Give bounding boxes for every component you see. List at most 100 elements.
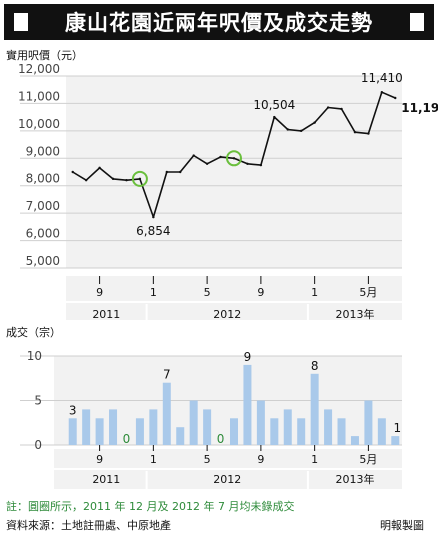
x-tick-label: 9 — [257, 453, 264, 466]
volume-bar — [149, 409, 158, 445]
price-point — [111, 177, 115, 181]
y-tick-label: 10 — [27, 349, 42, 363]
x-tick-label: 1 — [311, 286, 318, 299]
price-point — [259, 163, 263, 167]
volume-bar — [310, 373, 319, 445]
bar-value-label: 0 — [123, 432, 131, 446]
price-point — [152, 215, 155, 219]
volume-bar — [350, 436, 359, 445]
bar-value-label: 9 — [244, 350, 252, 364]
price-point — [179, 170, 182, 174]
volume-bar — [337, 418, 346, 445]
x-tick-label: 9 — [257, 286, 264, 299]
y-tick-label: 5,000 — [26, 254, 60, 268]
price-point — [313, 121, 316, 124]
x-tick-label: 1 — [150, 453, 157, 466]
x-tick-label: 5 — [204, 286, 211, 299]
price-point — [125, 179, 128, 182]
price-point — [367, 132, 370, 135]
y-tick-label: 11,000 — [18, 89, 60, 103]
volume-bar — [297, 418, 306, 445]
price-point — [300, 129, 303, 133]
x-tick-label: 9 — [96, 286, 103, 299]
y-tick-label: 12,000 — [18, 62, 60, 76]
price-point — [98, 166, 101, 170]
price-point — [205, 162, 209, 165]
price-point — [353, 131, 357, 134]
y-tick-label: 9,000 — [26, 144, 60, 158]
price-point — [394, 96, 397, 100]
bar-value-label: 7 — [163, 368, 171, 382]
chart-note: 註：圓圈所示，2011 年 12 月及 2012 年 7 月均未錄成交 — [6, 500, 295, 513]
x-tick-label: 9 — [96, 453, 103, 466]
volume-bar — [162, 382, 171, 445]
y-tick-label: 6,000 — [26, 227, 60, 241]
no-transaction-circle — [226, 150, 242, 167]
price-point — [286, 128, 289, 131]
volume-bar — [68, 418, 77, 445]
price-point — [232, 157, 236, 160]
volume-bar — [364, 400, 373, 445]
y-tick-label: 8,000 — [26, 172, 60, 186]
volume-bar — [230, 418, 238, 445]
plot-background — [66, 76, 402, 268]
data-source: 資料來源：土地註冊處、中原地產 — [6, 519, 171, 532]
price-point — [273, 115, 276, 119]
volume-bar — [391, 436, 400, 445]
y-tick-label: 10,000 — [18, 117, 60, 131]
volume-bar — [270, 418, 279, 445]
bar-value-label: 8 — [311, 359, 319, 373]
x-tick-label: 5 — [204, 453, 211, 466]
price-point — [84, 179, 88, 182]
year-label: 2013年 — [335, 307, 374, 320]
price-point — [326, 106, 330, 109]
year-label: 2012 — [213, 308, 241, 320]
price-point — [219, 155, 222, 159]
volume-bar — [283, 409, 292, 445]
volume-bar — [82, 409, 91, 445]
x-tick-label: 1 — [311, 453, 318, 466]
price-annotation: 11,198 — [401, 101, 438, 115]
bar-value-label: 1 — [393, 421, 401, 435]
price-point — [138, 177, 142, 181]
chart-title: 康山花園近兩年呎價及成交走勢 — [4, 4, 434, 40]
volume-bar — [135, 418, 144, 445]
year-label: 2013年 — [335, 472, 374, 486]
price-point — [246, 162, 249, 165]
price-chart-label: 實用呎價（元） — [6, 49, 83, 62]
price-annotation: 11,410 — [361, 71, 403, 85]
graphic-credit: 明報製圖 — [380, 519, 424, 532]
volume-bar — [109, 409, 118, 445]
volume-bar — [377, 418, 386, 445]
volume-bar — [176, 427, 185, 445]
volume-bar — [189, 400, 198, 445]
y-tick-label: 5 — [34, 394, 42, 408]
no-transaction-circle — [131, 170, 148, 187]
y-tick-label: 7,000 — [26, 199, 60, 213]
year-label: 2012 — [213, 473, 241, 486]
price-point — [192, 154, 195, 157]
price-point — [380, 90, 384, 94]
price-annotation: 6,854 — [136, 224, 170, 238]
price-point — [165, 170, 168, 174]
x-tick-label: 5月 — [359, 286, 377, 299]
price-point — [71, 170, 74, 174]
volume-bar — [95, 418, 104, 445]
price-annotation: 10,504 — [253, 98, 295, 112]
year-label: 2011 — [92, 473, 120, 486]
price-point — [340, 107, 343, 111]
x-tick-label: 1 — [150, 286, 157, 299]
price-line-chart: 5,000 6,000 7,000 8,000 9,000 10,000 11,000 12,… — [18, 62, 438, 320]
bar-value-label: 0 — [217, 432, 225, 446]
volume-chart-label: 成交（宗） — [6, 326, 61, 339]
volume-bar — [203, 409, 212, 445]
volume-bar — [243, 364, 252, 445]
volume-bar — [256, 400, 265, 445]
x-axis-band — [66, 276, 402, 320]
bar-value-label: 3 — [69, 403, 77, 417]
y-tick-label: 0 — [34, 438, 42, 452]
x-tick-label: 5月 — [359, 453, 377, 466]
year-label: 2011 — [92, 308, 120, 320]
volume-bar — [324, 409, 333, 445]
